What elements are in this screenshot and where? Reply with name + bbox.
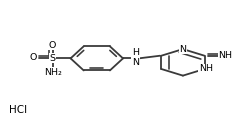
Text: NH: NH <box>198 64 212 73</box>
Text: S: S <box>50 54 56 63</box>
Text: NH: NH <box>218 51 232 60</box>
Text: H
N: H N <box>132 48 138 67</box>
Text: NH₂: NH₂ <box>44 68 61 77</box>
Text: O: O <box>49 41 56 50</box>
Text: HCl: HCl <box>8 105 26 115</box>
Text: N: N <box>179 45 186 54</box>
Text: O: O <box>29 53 37 62</box>
